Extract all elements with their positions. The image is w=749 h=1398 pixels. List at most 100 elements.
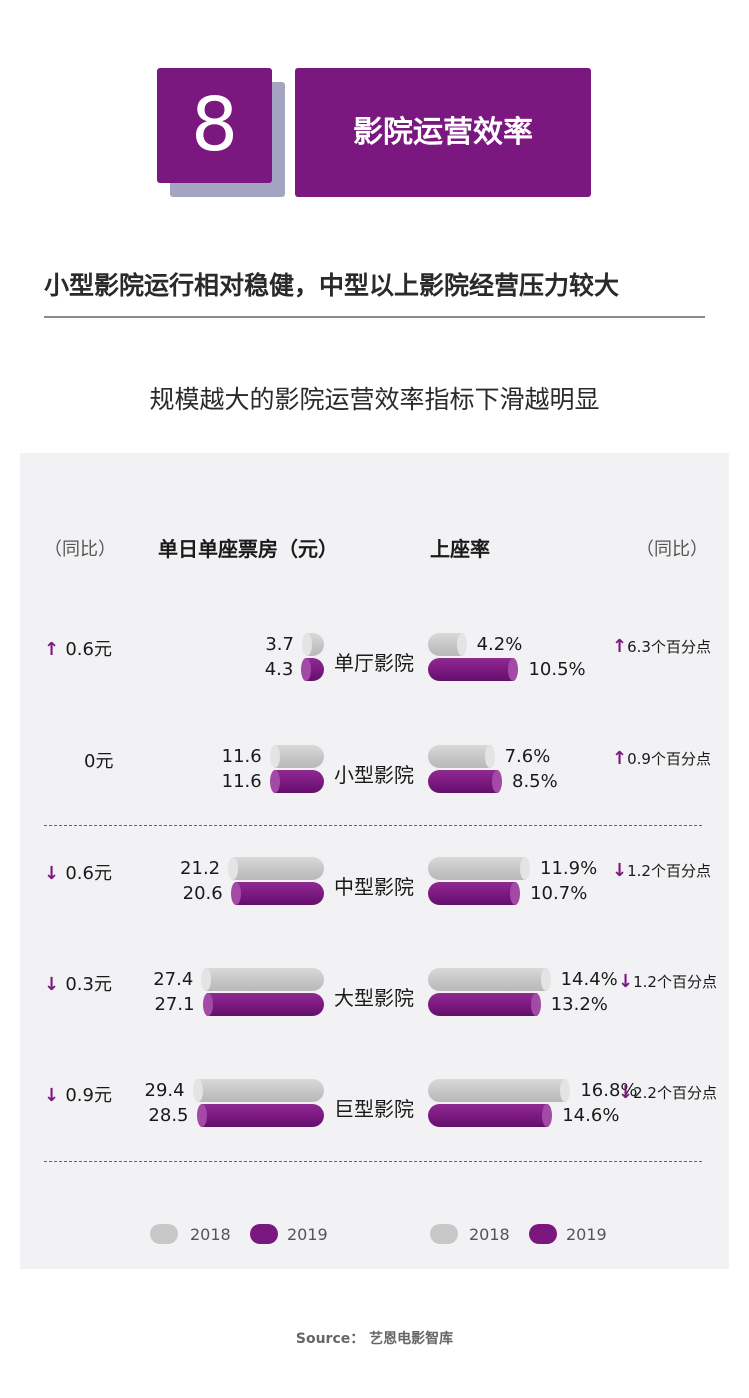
- category-label: 单厅影院: [334, 651, 414, 675]
- bar-end-cap: [542, 1104, 553, 1127]
- occupancy-value-2019: 14.6%: [562, 1105, 620, 1126]
- occupancy-bar-2019: [428, 658, 519, 681]
- divider: [44, 316, 705, 318]
- occupancy-value-2018: 7.6%: [504, 746, 551, 767]
- bar-end-cap: [520, 857, 530, 880]
- arrow-up-icon: ↑: [612, 636, 628, 657]
- legend-swatch-2019: [529, 1224, 557, 1244]
- yoy-value: 0.6元: [65, 639, 112, 660]
- category-label: 巨型影院: [334, 1097, 414, 1121]
- bar-end-cap: [269, 770, 280, 793]
- yoy-value: 1.2个百分点: [633, 973, 717, 991]
- bar-end-cap: [301, 658, 312, 681]
- bar-end-cap: [196, 1104, 207, 1127]
- occupancy-bar-2018: [428, 1079, 571, 1102]
- dashed-separator: [44, 825, 702, 826]
- yoy-value: 1.2个百分点: [627, 862, 711, 880]
- bar-end-cap: [508, 658, 519, 681]
- occupancy-value-2019: 10.5%: [528, 659, 586, 680]
- yoy-occupancy: ↓1.2个百分点: [618, 971, 717, 992]
- yoy-occupancy: ↓2.2个百分点: [618, 1082, 717, 1103]
- yoy-box-office: ↓ 0.9元: [44, 1081, 112, 1107]
- bar-end-cap: [202, 993, 213, 1016]
- box-office-value-2019: 20.6: [182, 883, 223, 904]
- box-office-value-2019: 27.1: [154, 994, 195, 1015]
- dashed-separator: [44, 1161, 702, 1162]
- box-office-value-2019: 11.6: [221, 771, 262, 792]
- arrow-up-icon: ↑: [612, 748, 628, 769]
- box-office-value-2018: 27.4: [153, 969, 194, 990]
- section-title: 影院运营效率: [295, 68, 591, 197]
- yoy-value: 0.3元: [65, 974, 112, 995]
- box-office-value-2018: 3.7: [265, 634, 294, 655]
- yoy-occupancy: ↓1.2个百分点: [612, 860, 711, 881]
- yoy-value: 0.9元: [65, 1085, 112, 1106]
- legend-label-2019: 2019: [566, 1225, 607, 1244]
- box-office-bar-2018: [228, 857, 324, 880]
- bar-end-cap: [230, 882, 241, 905]
- bar-end-cap: [484, 745, 495, 768]
- occupancy-bar-2018: [428, 745, 495, 768]
- chart-panel: [20, 453, 729, 1269]
- legend-label-2018: 2018: [190, 1225, 231, 1244]
- occupancy-value-2018: 11.9%: [540, 858, 598, 879]
- bar-end-cap: [228, 857, 239, 880]
- occupancy-bar-2019: [428, 1104, 553, 1127]
- occupancy-bar-2019: [428, 993, 541, 1016]
- occupancy-value-2018: 14.4%: [560, 969, 618, 990]
- box-office-value-2019: 28.5: [148, 1105, 189, 1126]
- headline: 小型影院运行相对稳健，中型以上影院经营压力较大: [44, 271, 620, 300]
- occupancy-bar-2019: [428, 770, 502, 793]
- arrow-down-icon: ↓: [44, 974, 66, 995]
- occupancy-value-2018: 4.2%: [476, 634, 523, 655]
- bar-end-cap: [269, 745, 280, 768]
- yoy-value: 6.3个百分点: [627, 638, 711, 656]
- box-office-bar-2018: [201, 968, 324, 991]
- arrow-down-icon: ↓: [618, 971, 634, 992]
- box-office-bar-2018: [302, 633, 324, 656]
- box-office-bar-2018: [269, 745, 324, 768]
- yoy-box-office: ↑ 0.6元: [44, 635, 112, 661]
- bar-end-cap: [302, 633, 312, 656]
- yoy-occupancy: ↑6.3个百分点: [612, 636, 711, 657]
- box-office-bar-2019: [301, 658, 324, 681]
- yoy-occupancy: ↑0.9个百分点: [612, 748, 711, 769]
- yoy-header-right: （同比）: [636, 539, 708, 560]
- box-office-header: 单日单座票房（元）: [158, 537, 338, 561]
- yoy-value: 2.2个百分点: [633, 1084, 717, 1102]
- arrow-down-icon: ↓: [618, 1082, 634, 1103]
- subtitle: 规模越大的影院运营效率指标下滑越明显: [149, 385, 600, 414]
- legend-swatch-2019: [250, 1224, 278, 1244]
- box-office-bar-2019: [230, 882, 324, 905]
- legend-swatch-2018: [150, 1224, 178, 1244]
- yoy-value: 0.9个百分点: [627, 750, 711, 768]
- bar-end-cap: [530, 993, 541, 1016]
- category-label: 小型影院: [334, 763, 414, 787]
- arrow-down-icon: ↓: [44, 1085, 66, 1106]
- yoy-box-office: ↓ 0.3元: [44, 970, 112, 996]
- occupancy-header: 上座率: [430, 537, 490, 561]
- box-office-value-2019: 4.3: [264, 659, 294, 680]
- box-office-bar-2018: [192, 1079, 324, 1102]
- category-label: 中型影院: [334, 875, 414, 899]
- bar-end-cap: [510, 882, 521, 905]
- occupancy-bar-2018: [428, 968, 551, 991]
- occupancy-bar-2019: [428, 882, 521, 905]
- occupancy-value-2019: 8.5%: [512, 771, 558, 792]
- occupancy-bar-2018: [428, 857, 530, 880]
- bar-end-cap: [192, 1079, 203, 1102]
- occupancy-bar-2018: [428, 633, 467, 656]
- box-office-value-2018: 29.4: [144, 1080, 185, 1101]
- yoy-value: 0元: [84, 751, 114, 772]
- box-office-bar-2019: [269, 770, 324, 793]
- bar-end-cap: [201, 968, 212, 991]
- yoy-box-office: 0元: [84, 747, 113, 773]
- bar-end-cap: [456, 633, 467, 656]
- box-office-value-2018: 21.2: [180, 858, 221, 879]
- box-office-value-2018: 11.6: [221, 746, 262, 767]
- arrow-up-icon: ↑: [44, 639, 66, 660]
- bar-end-cap: [560, 1079, 571, 1102]
- occupancy-value-2018: 16.8%: [580, 1080, 638, 1101]
- section-number: 8: [157, 68, 272, 183]
- bar-end-cap: [540, 968, 551, 991]
